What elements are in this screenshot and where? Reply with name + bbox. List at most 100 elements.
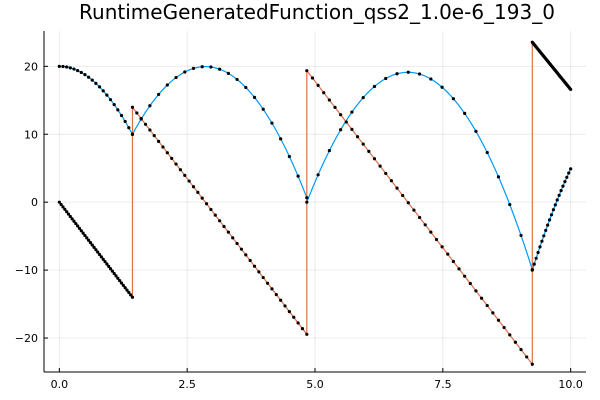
series-2-point (350, 127, 354, 131)
series-2-point (118, 279, 122, 283)
y-tick-label: −20 (15, 332, 38, 345)
grid (44, 31, 586, 372)
series-2-point (72, 219, 76, 223)
series-2-point (389, 179, 393, 183)
series-1-point (496, 175, 501, 179)
series-1-point (316, 173, 320, 177)
series-2-point (65, 210, 69, 214)
y-tick-label: −10 (15, 264, 38, 277)
series-1-point (519, 233, 523, 238)
series-2-point (412, 208, 416, 212)
series-2-point (463, 274, 467, 278)
series-2-point (395, 186, 399, 190)
series-2-point (116, 276, 120, 280)
series-1-point (546, 223, 550, 227)
series-1-point (384, 76, 388, 81)
series-2-point (86, 238, 91, 242)
series-2-point (372, 157, 377, 161)
series-2-point (252, 264, 257, 268)
series-1-point (417, 72, 422, 76)
series-2-point (148, 128, 152, 132)
x-tick-label: 0.0 (51, 378, 69, 391)
series-1-point (305, 196, 309, 200)
series-2-point (279, 298, 283, 302)
series-2-point (96, 250, 100, 254)
series-2-point (127, 290, 131, 295)
series-1-point (463, 111, 467, 115)
series-2-point (83, 233, 87, 238)
series-1-point (79, 70, 83, 75)
series-2-point (97, 252, 102, 257)
series-2-point (530, 362, 534, 366)
series-2-point (292, 315, 296, 319)
series-2-point (479, 296, 484, 300)
series-2-point (74, 221, 78, 226)
axes (43, 31, 586, 373)
series-1-point (532, 262, 536, 266)
series-2-point (119, 281, 124, 285)
series-1-point (440, 85, 444, 89)
series-2-point (218, 219, 222, 223)
series-1-point (226, 71, 230, 75)
series-1-point (127, 126, 131, 130)
series-2-point (123, 286, 127, 290)
series-1-point (350, 110, 354, 114)
series-2-point (513, 340, 518, 344)
series-2-point (322, 91, 326, 95)
series-2-point (287, 310, 291, 314)
series-2-point (367, 149, 371, 154)
series-2-point (213, 213, 217, 217)
series-1-point (395, 72, 399, 76)
series-2-point (235, 241, 239, 246)
series-1-point (327, 149, 331, 153)
y-tick-label: 20 (24, 60, 38, 73)
series-2-point (468, 281, 472, 286)
series-2-point (310, 76, 315, 80)
series-2-point (440, 245, 444, 249)
series-2-point (178, 168, 183, 172)
series-2-point (485, 303, 489, 308)
series-2-point (401, 193, 405, 198)
series-1-point (191, 66, 196, 71)
series-2-point (143, 122, 148, 126)
series-1-point (123, 119, 127, 124)
series-2-point (270, 287, 274, 291)
series-2-point (406, 201, 410, 205)
series-1-point (183, 70, 187, 74)
series-2-point (257, 270, 261, 274)
chart-title: RuntimeGeneratedFunction_qss2_1.0e-6_193… (79, 0, 555, 24)
series-1-point (261, 107, 265, 111)
series-2-point (344, 120, 348, 124)
series-2-point (446, 252, 450, 256)
series-2-point (66, 212, 71, 216)
series-2-point (152, 134, 156, 138)
series-2-point (451, 259, 455, 264)
series-2-point (248, 258, 252, 263)
series-2-point (569, 87, 573, 92)
series-2-point (99, 255, 103, 259)
series-2-point (434, 237, 439, 242)
series-1-point (534, 256, 538, 260)
series-1-point (544, 228, 548, 233)
series-2-point (305, 69, 309, 73)
series-2-point (305, 332, 309, 336)
series-1-point (68, 66, 72, 70)
series-1-point (553, 203, 557, 207)
series-2-point (92, 245, 96, 249)
series-1-point (148, 104, 152, 108)
series-2-point (384, 171, 388, 176)
series-1-point (97, 85, 102, 89)
series-2-point (339, 113, 343, 117)
series-2-point (361, 142, 365, 146)
series-1-point (538, 245, 542, 249)
series-1-point (65, 65, 69, 69)
series-2-point (300, 327, 305, 331)
series-2-point (429, 230, 433, 234)
series-2-point (355, 135, 360, 139)
series-2-point (187, 179, 191, 183)
x-tick-label: 10.0 (558, 378, 583, 391)
series-2-point (525, 355, 529, 359)
series-1-point (270, 121, 274, 125)
y-tick-label: 0 (31, 196, 38, 209)
